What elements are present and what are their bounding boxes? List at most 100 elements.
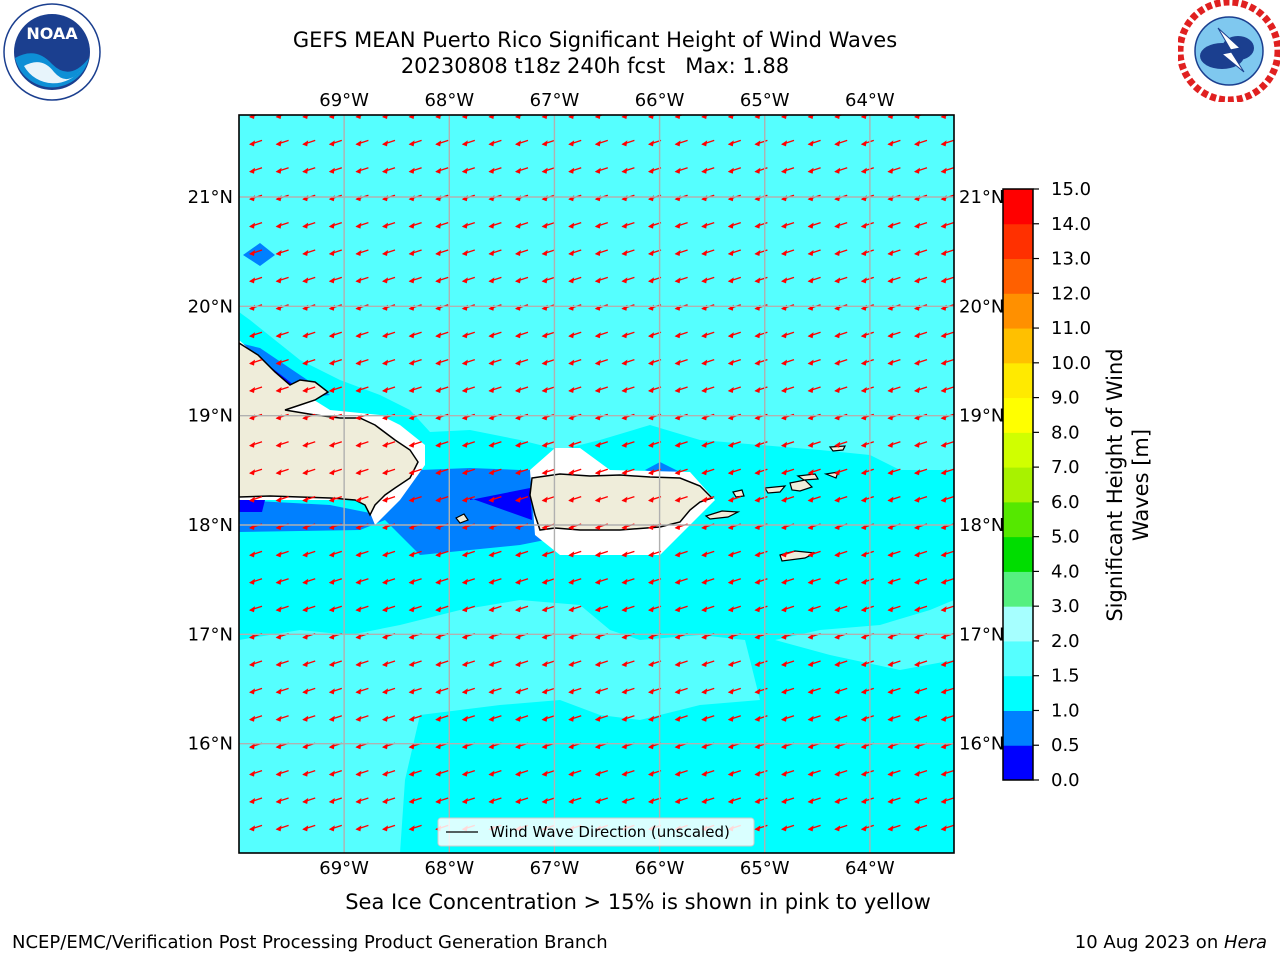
- wave-arrow: [701, 441, 715, 448]
- wave-arrow: [674, 687, 688, 695]
- wave-arrow: [302, 468, 316, 476]
- wave-arrow: [328, 687, 343, 695]
- wave-arrow: [914, 386, 928, 393]
- wave-arrow: [807, 249, 821, 256]
- longitude-tick-label: 64°W: [845, 90, 895, 111]
- wave-arrow: [940, 550, 954, 558]
- wave-arrow: [807, 769, 821, 777]
- wave-arrow: [302, 824, 316, 832]
- wave-arrow: [541, 687, 555, 695]
- wave-arrow: [355, 550, 369, 558]
- island-mona: [455, 513, 469, 524]
- wave-arrow: [621, 660, 635, 667]
- colorbar-tick-label: 5.0: [1051, 527, 1080, 548]
- wave-arrow: [648, 115, 658, 119]
- wave-arrow: [914, 221, 928, 229]
- wave-arrow: [435, 441, 449, 448]
- latitude-tick-label: 20°N: [188, 296, 233, 317]
- colorbar-tick-label: 7.0: [1051, 457, 1080, 478]
- wave-arrow: [594, 115, 604, 119]
- wave-arrow: [275, 660, 289, 667]
- wave-arrow: [940, 167, 954, 174]
- wave-arrow: [275, 221, 289, 229]
- wave-arrow: [701, 468, 715, 476]
- wave-arrow: [302, 221, 316, 229]
- wave-arrow: [355, 824, 369, 832]
- wave-arrow: [887, 687, 901, 695]
- wave-arrow: [807, 797, 821, 804]
- wave-arrow: [435, 115, 445, 119]
- axis-labels: 69°W 69°W 68°W 68°W 67°W 67°W 66°W 66°W 65°W 65°W…: [188, 90, 1005, 879]
- wave-arrow: [461, 331, 476, 339]
- wave-arrow: [834, 578, 848, 585]
- wave-arrow: [807, 824, 821, 832]
- wave-arrow: [515, 331, 529, 339]
- wave-arrow: [834, 386, 848, 393]
- wave-arrow: [382, 797, 396, 804]
- colorbar-tick-label: 2.0: [1051, 631, 1080, 652]
- colorbar-tick-label: 10.0: [1051, 353, 1091, 374]
- latitude-tick-label: 17°N: [188, 624, 233, 645]
- wave-arrow: [275, 249, 289, 256]
- wave-arrow: [328, 578, 343, 585]
- wave-arrow: [940, 468, 954, 476]
- wave-arrow: [860, 797, 875, 804]
- wave-arrow: [701, 358, 715, 366]
- wave-arrow: [275, 578, 289, 585]
- longitude-tick-label: 68°W: [424, 858, 474, 879]
- wave-arrow: [940, 687, 954, 695]
- nws-logo: [1178, 0, 1280, 102]
- wave-arrow: [382, 276, 396, 284]
- wave-arrow: [302, 715, 316, 722]
- wave-arrow: [568, 715, 582, 722]
- wave-arrow: [727, 550, 742, 558]
- wave-arrow: [328, 660, 343, 667]
- wave-arrow: [914, 276, 928, 284]
- wave-arrow: [701, 550, 715, 558]
- wave-arrow: [887, 139, 901, 147]
- wave-arrow: [275, 715, 289, 722]
- wave-arrow: [328, 221, 343, 229]
- wave-arrow: [382, 221, 396, 229]
- wave-arrow: [568, 769, 582, 777]
- wave-arrow: [674, 115, 684, 119]
- wave-arrow: [727, 715, 742, 722]
- wave-arrow: [834, 139, 848, 147]
- wave-arrow: [940, 605, 954, 613]
- wave-arrow: [515, 468, 529, 476]
- wave-arrow: [594, 715, 609, 722]
- wave-arrow: [568, 495, 582, 503]
- wave-arrow: [435, 276, 449, 284]
- wave-arrow: [249, 386, 263, 393]
- gridlines: [239, 115, 954, 853]
- colorbar-segment: [1003, 467, 1033, 503]
- wave-arrow: [408, 550, 422, 558]
- land-puerto-rico: [529, 473, 714, 531]
- wave-arrow: [674, 331, 688, 339]
- wave-arrow: [515, 605, 529, 613]
- wave-arrow: [488, 358, 502, 366]
- wave-arrow: [435, 221, 449, 229]
- wave-arrow: [435, 769, 449, 777]
- wave-arrow: [408, 769, 422, 777]
- wave-arrow: [594, 687, 609, 695]
- wave-arrow: [355, 495, 369, 503]
- wave-arrow: [382, 358, 396, 366]
- wave-arrow: [568, 605, 582, 613]
- wave-arrow: [674, 468, 688, 476]
- wave-arrow: [408, 824, 422, 832]
- colorbar-segment: [1003, 258, 1033, 294]
- wave-arrow: [408, 715, 422, 722]
- wave-arrow: [461, 687, 476, 695]
- wave-arrow: [541, 605, 555, 613]
- latitude-tick-label: 19°N: [188, 406, 233, 427]
- colorbar-tick-label: 11.0: [1051, 318, 1091, 339]
- wave-arrow: [701, 605, 715, 613]
- wave-arrow: [382, 715, 396, 722]
- wave-arrow: [860, 115, 870, 119]
- wave-arrow: [860, 578, 875, 585]
- latitude-tick-label-right: 16°N: [959, 734, 1004, 755]
- sea-0.0-0.5-region: [470, 488, 532, 520]
- wave-arrow: [621, 797, 635, 804]
- wave-arrow: [488, 276, 502, 284]
